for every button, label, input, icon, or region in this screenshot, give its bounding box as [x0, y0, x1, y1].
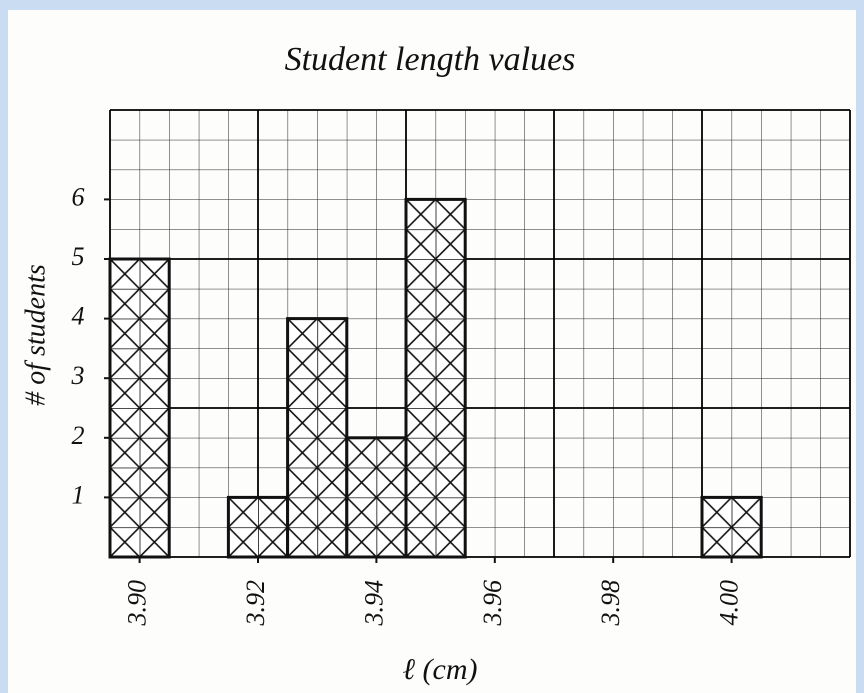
y-tick-label: 2	[72, 421, 85, 450]
x-tick-label: 3.98	[596, 580, 625, 627]
bar	[228, 497, 287, 557]
chart-title: Student length values	[285, 41, 576, 78]
y-tick-label: 1	[72, 480, 85, 509]
bar	[347, 438, 406, 557]
bar	[288, 319, 347, 557]
y-axis-label: # of students	[20, 264, 51, 406]
bar	[406, 199, 465, 557]
x-tick-label: 3.94	[359, 580, 388, 627]
y-tick-label: 6	[72, 182, 85, 211]
page: Student length values # of students ℓ (c…	[0, 0, 864, 693]
y-tick-label: 3	[71, 361, 85, 390]
x-tick-label: 4.00	[715, 580, 744, 626]
x-tick-label: 3.96	[478, 580, 507, 627]
y-tick-label: 4	[72, 302, 85, 331]
x-tick-label: 3.90	[123, 580, 152, 627]
graph-paper	[110, 110, 850, 557]
bar	[110, 259, 169, 557]
x-axis-label: ℓ (cm)	[403, 653, 478, 686]
chart: Student length values # of students ℓ (c…	[0, 0, 864, 693]
x-tick-label: 3.92	[241, 580, 270, 627]
bar	[702, 497, 761, 557]
y-tick-label: 5	[72, 242, 85, 271]
